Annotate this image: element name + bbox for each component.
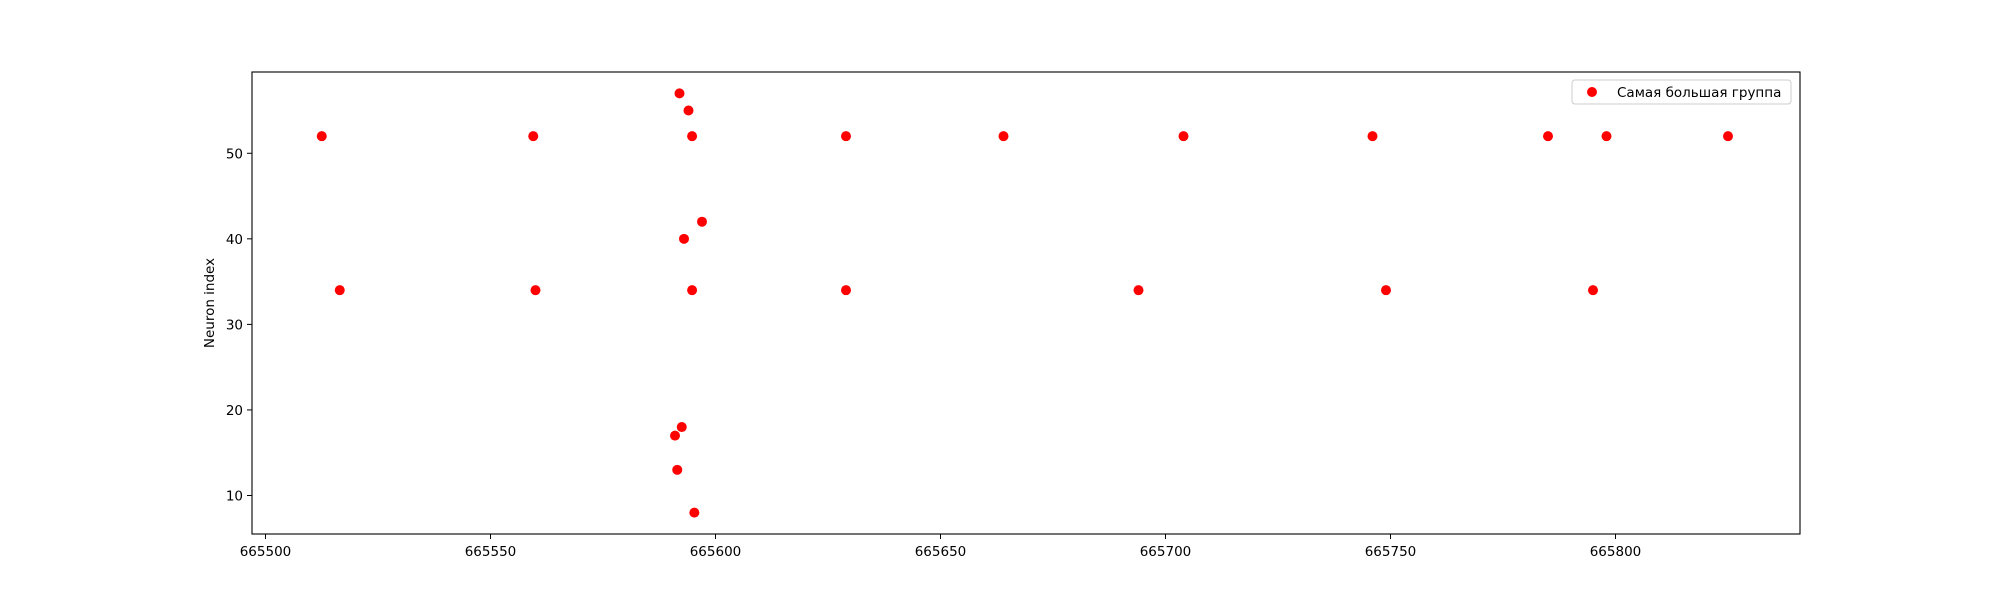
legend: Самая большая группа <box>1571 79 1792 105</box>
y-tick-label: 40 <box>226 232 243 248</box>
data-point <box>841 285 851 296</box>
data-point <box>687 131 698 142</box>
data-point <box>672 464 683 475</box>
data-point <box>316 131 327 142</box>
legend-marker <box>1587 87 1597 97</box>
data-points <box>316 88 1733 518</box>
data-point <box>1543 131 1553 142</box>
data-point <box>334 285 345 296</box>
data-point <box>1723 131 1733 142</box>
legend-entry-label: Самая большая группа <box>1617 85 1781 101</box>
y-tick-label: 10 <box>226 489 243 505</box>
x-tick-label: 665500 <box>240 544 292 560</box>
plot-frame <box>251 71 1801 535</box>
data-point <box>841 131 851 142</box>
x-tick-label: 665550 <box>465 544 517 560</box>
x-tick-label: 665750 <box>1365 544 1417 560</box>
plot-background <box>252 72 1800 534</box>
data-point <box>670 430 680 441</box>
x-axis-ticks: 665500 665550 665600 665650 665700 665750 6658… <box>240 534 1642 560</box>
x-tick-label: 665700 <box>1140 544 1192 560</box>
y-axis-ticks: 10 20 30 40 50 <box>226 146 252 505</box>
data-point <box>676 422 687 433</box>
y-tick-label: 30 <box>226 317 243 333</box>
data-point <box>1588 285 1598 296</box>
y-axis-label: Neuron index <box>202 258 218 348</box>
data-point <box>674 88 685 99</box>
data-point <box>1133 285 1144 296</box>
data-point <box>697 216 707 227</box>
plot-area <box>252 72 1800 534</box>
data-point <box>528 131 539 142</box>
data-point <box>1601 131 1612 142</box>
data-point <box>998 131 1009 142</box>
data-point <box>530 285 541 296</box>
x-tick-label: 665600 <box>690 544 742 560</box>
data-point <box>687 285 698 296</box>
data-point <box>1367 131 1378 142</box>
y-tick-label: 20 <box>226 403 243 419</box>
data-point <box>683 105 694 116</box>
data-point <box>1178 131 1189 142</box>
y-tick-label: 50 <box>226 146 243 162</box>
x-tick-label: 665650 <box>915 544 967 560</box>
data-point <box>689 507 700 518</box>
data-point <box>679 233 689 244</box>
data-point <box>1381 285 1391 296</box>
legend-box <box>1571 79 1792 105</box>
x-tick-label: 665800 <box>1590 544 1642 560</box>
